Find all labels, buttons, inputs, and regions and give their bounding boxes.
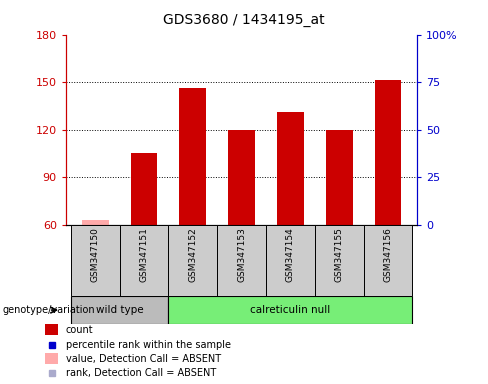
Text: percentile rank within the sample: percentile rank within the sample (66, 339, 231, 349)
Text: GSM347155: GSM347155 (335, 227, 344, 281)
Bar (120, 225, 168, 296)
Bar (326, 130, 352, 225)
Bar (82, 220, 109, 225)
Text: wild type: wild type (96, 305, 143, 315)
Text: calreticulin null: calreticulin null (250, 305, 330, 315)
Bar (168, 296, 412, 324)
Text: rank, Detection Call = ABSENT: rank, Detection Call = ABSENT (66, 368, 216, 378)
Bar (266, 225, 315, 296)
Text: GSM347153: GSM347153 (237, 227, 246, 281)
Bar (131, 153, 158, 225)
Text: GDS3680 / 1434195_at: GDS3680 / 1434195_at (163, 13, 325, 27)
Bar (228, 130, 255, 225)
Text: GSM347154: GSM347154 (286, 227, 295, 281)
Bar (217, 225, 266, 296)
Bar (45, 324, 59, 335)
Text: count: count (66, 325, 94, 335)
Text: genotype/variation: genotype/variation (2, 305, 95, 315)
Bar (71, 225, 120, 296)
Bar (277, 112, 304, 225)
Bar (315, 225, 364, 296)
Text: GSM347156: GSM347156 (384, 227, 392, 281)
Text: value, Detection Call = ABSENT: value, Detection Call = ABSENT (66, 354, 221, 364)
Bar (71, 296, 168, 324)
Text: GSM347152: GSM347152 (188, 227, 197, 281)
Bar (180, 88, 206, 225)
Text: GSM347150: GSM347150 (91, 227, 100, 281)
Bar (168, 225, 217, 296)
Bar (45, 353, 59, 364)
Bar (364, 225, 412, 296)
Text: GSM347151: GSM347151 (140, 227, 148, 281)
Bar (375, 81, 401, 225)
